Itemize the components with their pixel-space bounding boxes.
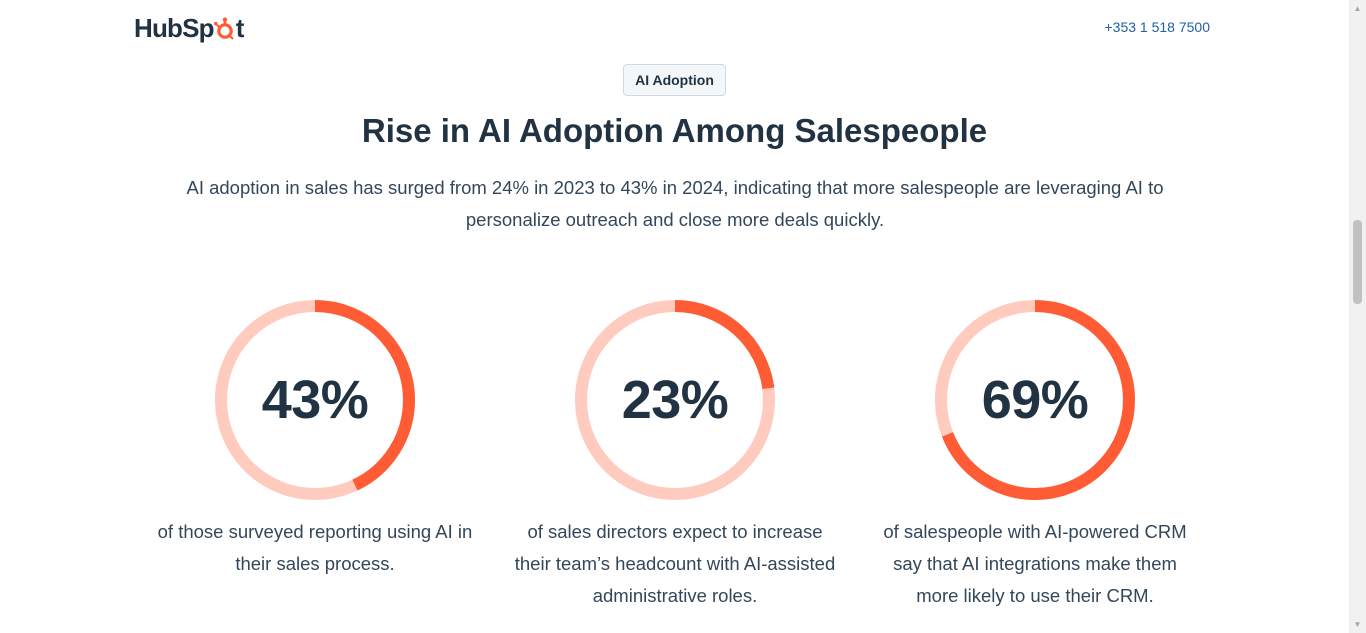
- progress-ring: 23%: [573, 298, 777, 502]
- progress-ring: 43%: [213, 298, 417, 502]
- stat-value: 43%: [261, 370, 369, 430]
- stat-card: 23% of sales directors expect to increas…: [505, 298, 845, 612]
- progress-ring-fill: [575, 300, 775, 500]
- stat-description: of sales directors expect to increase th…: [514, 521, 836, 606]
- section-eyebrow-tag: AI Adoption: [623, 64, 726, 96]
- logo-wordmark-end: t: [235, 12, 245, 43]
- stat-value: 23%: [621, 370, 729, 430]
- hubspot-logo[interactable]: HubSp t: [134, 12, 244, 44]
- stat-description: of those surveyed reporting using AI in …: [157, 521, 473, 574]
- progress-ring-graphic: [935, 300, 1135, 500]
- sprocket-icon: [213, 17, 238, 41]
- scroll-down-arrow-icon[interactable]: ▼: [1353, 620, 1362, 629]
- progress-ring-fill: [215, 300, 415, 500]
- logo-wordmark-start: HubSp: [134, 12, 215, 43]
- progress-ring-graphic: [215, 300, 415, 500]
- stat-value: 69%: [981, 370, 1089, 430]
- progress-ring-graphic: [575, 300, 775, 500]
- progress-ring: 69%: [933, 298, 1137, 502]
- stat-description: of salespeople with AI-powered CRM say t…: [883, 521, 1187, 606]
- vertical-scrollbar[interactable]: ▲ ▼: [1349, 0, 1366, 633]
- stat-card: 43% of those surveyed reporting using AI…: [145, 298, 485, 580]
- section-intro: AI adoption in sales has surged from 24%…: [186, 177, 1164, 230]
- phone-link[interactable]: +353 1 518 7500: [1104, 19, 1211, 35]
- scrollbar-thumb[interactable]: [1353, 220, 1362, 304]
- section-title: Rise in AI Adoption Among Salespeople: [361, 112, 988, 149]
- stat-card: 69% of salespeople with AI-powered CRM s…: [865, 298, 1205, 612]
- progress-ring-fill: [935, 300, 1135, 500]
- scroll-up-arrow-icon[interactable]: ▲: [1353, 4, 1362, 13]
